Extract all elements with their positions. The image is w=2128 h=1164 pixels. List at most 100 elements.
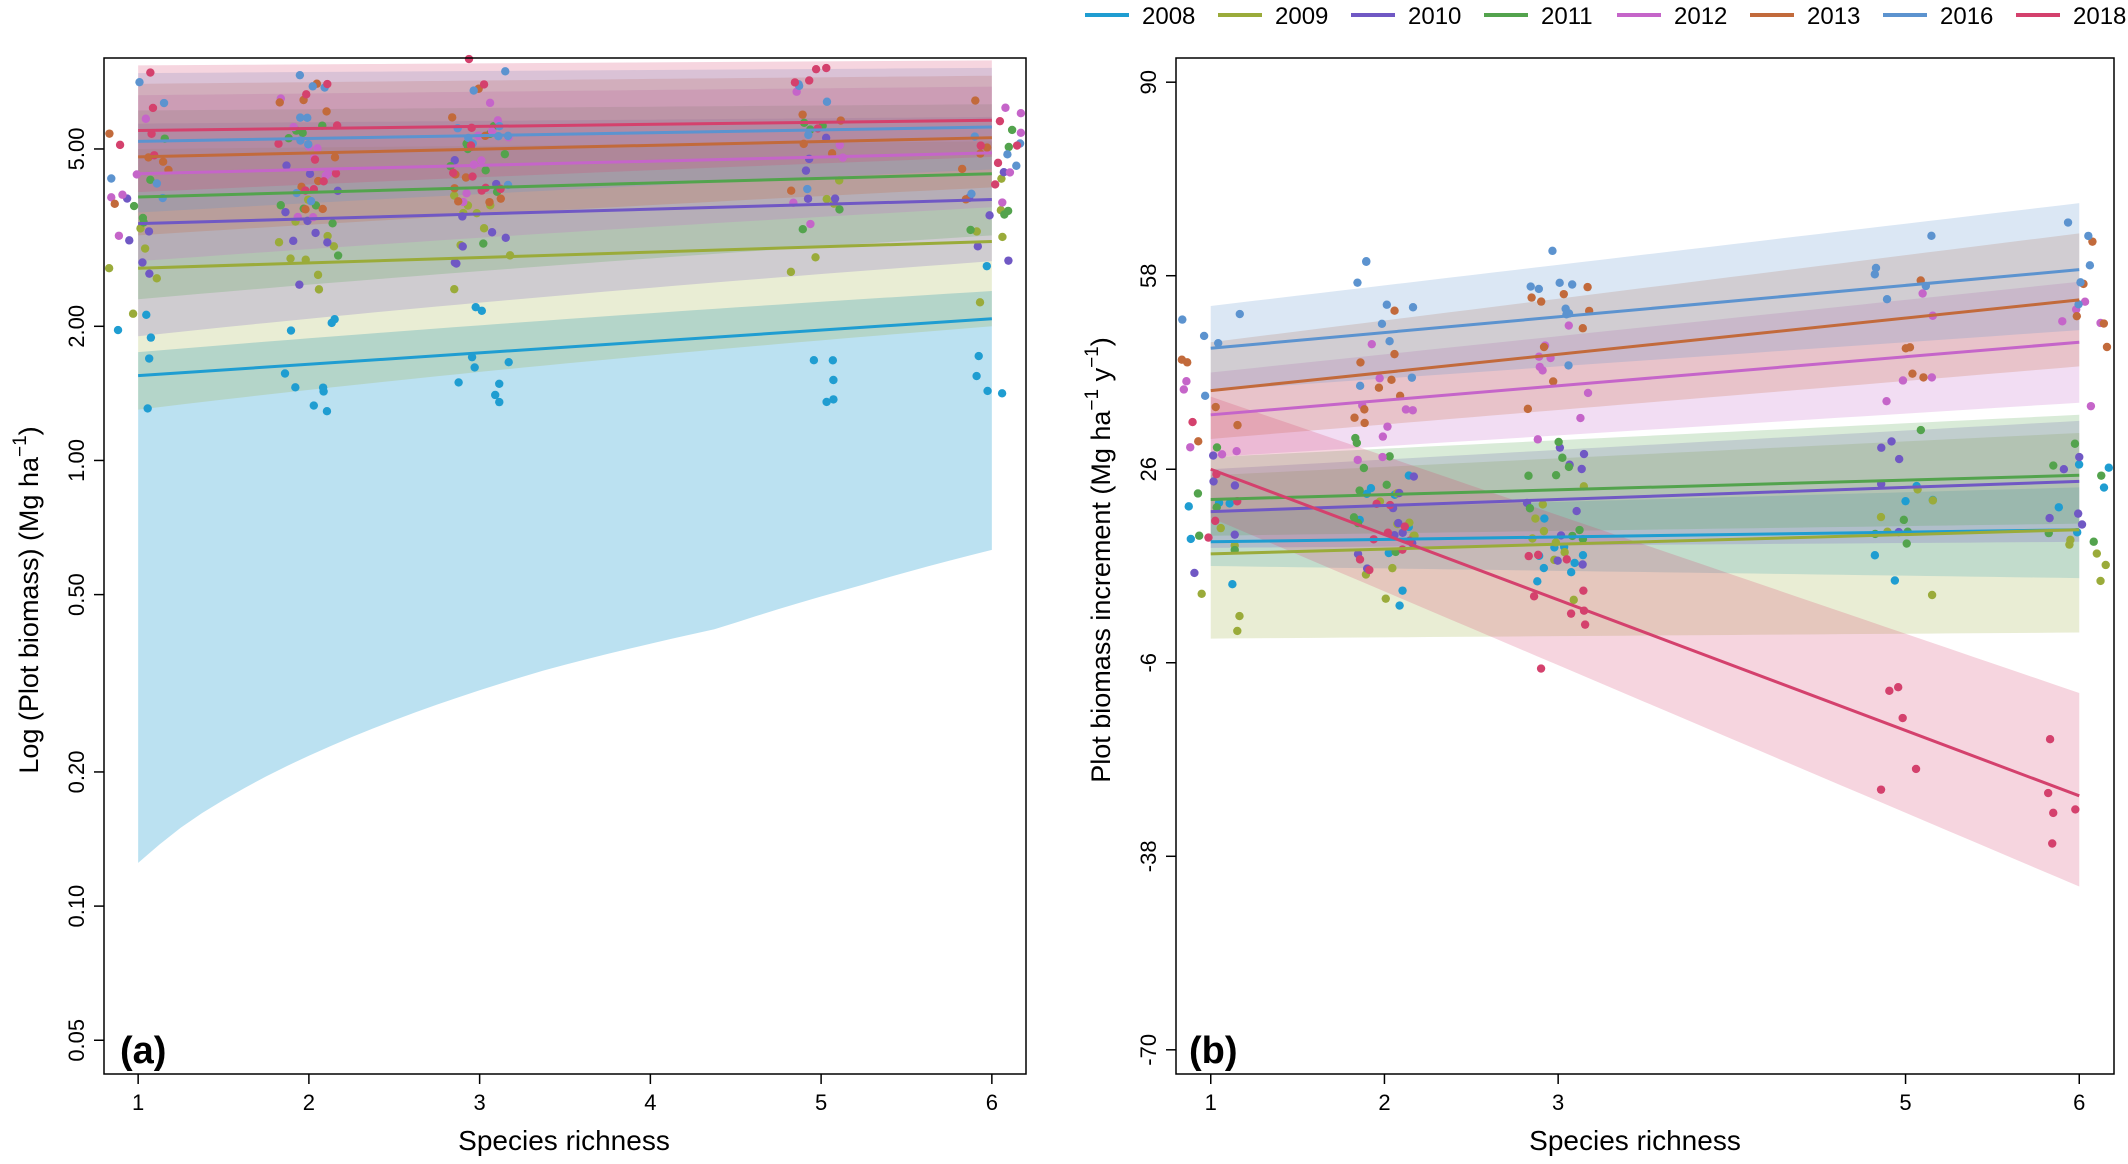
ci-band-2008 bbox=[138, 291, 992, 863]
panel-b: 1 2 3 5 6 -70 -38 -6 26 58 90 (b) Species richness… bbox=[1082, 57, 2115, 1156]
data-point-2011 bbox=[2097, 471, 2106, 480]
data-point-2016 bbox=[1353, 278, 1362, 287]
data-point-2009 bbox=[811, 253, 820, 262]
data-point-2018 bbox=[1885, 686, 1894, 696]
y-tick-label: 0.05 bbox=[64, 1019, 89, 1062]
data-point-2016 bbox=[2076, 278, 2085, 287]
data-point-2018 bbox=[148, 103, 158, 113]
data-point-2013 bbox=[1356, 358, 1365, 367]
data-point-2012 bbox=[1918, 289, 1927, 298]
ci-band-2009 bbox=[138, 141, 992, 410]
data-point-2008 bbox=[1540, 514, 1549, 523]
data-point-2008 bbox=[286, 326, 296, 335]
data-point-2010 bbox=[1230, 530, 1239, 539]
data-point-2012 bbox=[485, 98, 495, 108]
data-point-2018 bbox=[2045, 734, 2055, 744]
data-point-2016 bbox=[1567, 280, 1577, 289]
data-point-2011 bbox=[1575, 525, 1584, 535]
data-point-2008 bbox=[983, 386, 992, 396]
data-point-2008 bbox=[2054, 503, 2064, 512]
data-point-2010 bbox=[125, 236, 134, 245]
fit-line-2018 bbox=[138, 118, 992, 133]
data-point-2008 bbox=[1901, 496, 1910, 506]
data-point-2009 bbox=[1197, 589, 1206, 598]
data-point-2013 bbox=[1211, 402, 1220, 412]
data-point-2010 bbox=[144, 227, 154, 236]
data-point-2009 bbox=[104, 264, 114, 273]
data-point-2008 bbox=[144, 354, 154, 363]
data-point-2018 bbox=[464, 54, 474, 64]
data-point-2018 bbox=[995, 116, 1005, 126]
x-axis-label: Species richness bbox=[1529, 1125, 1741, 1156]
data-point-2012 bbox=[1186, 443, 1195, 452]
data-point-2016 bbox=[1012, 161, 1021, 170]
x-axis-label: Species richness bbox=[458, 1125, 670, 1156]
data-point-2011 bbox=[1902, 539, 1911, 548]
data-point-2016 bbox=[1882, 295, 1892, 304]
fit-line-2016 bbox=[138, 125, 992, 143]
data-point-2011 bbox=[1352, 438, 1362, 448]
data-point-2018 bbox=[2049, 808, 2058, 818]
data-point-2011 bbox=[1212, 503, 1221, 512]
data-point-2008 bbox=[1366, 484, 1376, 493]
data-point-2012 bbox=[1232, 447, 1241, 456]
data-point-2018 bbox=[822, 63, 831, 73]
data-point-2010 bbox=[2073, 509, 2083, 518]
data-point-2018 bbox=[146, 68, 155, 77]
data-point-2012 bbox=[1583, 388, 1593, 398]
data-point-2008 bbox=[113, 325, 123, 335]
data-point-2010 bbox=[450, 156, 459, 165]
data-point-2008 bbox=[1566, 567, 1576, 577]
data-point-2012 bbox=[1564, 321, 1573, 330]
fit-line-2012 bbox=[1210, 340, 2080, 417]
data-point-2016 bbox=[1235, 309, 1244, 319]
data-point-2010 bbox=[1409, 472, 1419, 481]
data-point-2011 bbox=[1524, 471, 1533, 480]
data-point-2012 bbox=[1576, 413, 1585, 423]
data-point-2008 bbox=[2099, 483, 2109, 492]
data-point-2012 bbox=[114, 231, 124, 240]
data-point-2013 bbox=[971, 96, 980, 105]
data-point-2008 bbox=[146, 333, 156, 342]
data-point-2013 bbox=[1583, 282, 1592, 292]
data-point-2010 bbox=[2045, 513, 2054, 523]
data-point-2009 bbox=[152, 274, 161, 283]
data-point-2013 bbox=[786, 186, 796, 195]
data-point-2013 bbox=[1360, 418, 1369, 428]
data-point-2013 bbox=[1908, 369, 1917, 378]
data-point-2013 bbox=[1539, 342, 1549, 352]
y-tick-label: 0.20 bbox=[64, 751, 89, 794]
data-point-2013 bbox=[1350, 413, 1359, 422]
data-point-2011 bbox=[333, 251, 343, 260]
data-point-2011 bbox=[1899, 515, 1909, 525]
data-point-2013 bbox=[1523, 404, 1533, 414]
data-point-2018 bbox=[811, 64, 821, 74]
data-point-2010 bbox=[999, 167, 1009, 177]
data-point-2011 bbox=[1349, 513, 1359, 522]
data-point-2008 bbox=[1533, 577, 1542, 586]
data-point-2013 bbox=[798, 110, 807, 119]
data-point-2008 bbox=[2104, 463, 2113, 472]
ci-band-2018 bbox=[1210, 396, 2080, 887]
data-point-2009 bbox=[329, 242, 339, 251]
data-point-2008 bbox=[829, 375, 838, 385]
data-point-2018 bbox=[331, 169, 341, 178]
data-point-2008 bbox=[982, 261, 992, 271]
data-point-2008 bbox=[1225, 499, 1234, 508]
data-point-2008 bbox=[495, 397, 504, 407]
data-point-2018 bbox=[1533, 550, 1543, 560]
data-point-2010 bbox=[2075, 452, 2084, 462]
y-axis-label: Log (Plot biomass) (Mg ha−1) bbox=[10, 426, 44, 773]
data-point-2009 bbox=[2092, 549, 2102, 558]
data-point-2016 bbox=[1927, 231, 1936, 241]
data-point-2013 bbox=[1548, 377, 1558, 386]
data-point-2010 bbox=[1579, 449, 1589, 459]
data-point-2013 bbox=[1559, 289, 1568, 299]
data-point-2011 bbox=[479, 239, 488, 248]
data-point-2016 bbox=[1534, 284, 1544, 294]
data-point-2012 bbox=[1927, 373, 1937, 382]
data-point-2018 bbox=[1562, 555, 1571, 564]
y-tick-label: -70 bbox=[1136, 1034, 1161, 1066]
fit-line-2016 bbox=[1210, 268, 2080, 350]
data-point-2018 bbox=[1536, 664, 1546, 673]
